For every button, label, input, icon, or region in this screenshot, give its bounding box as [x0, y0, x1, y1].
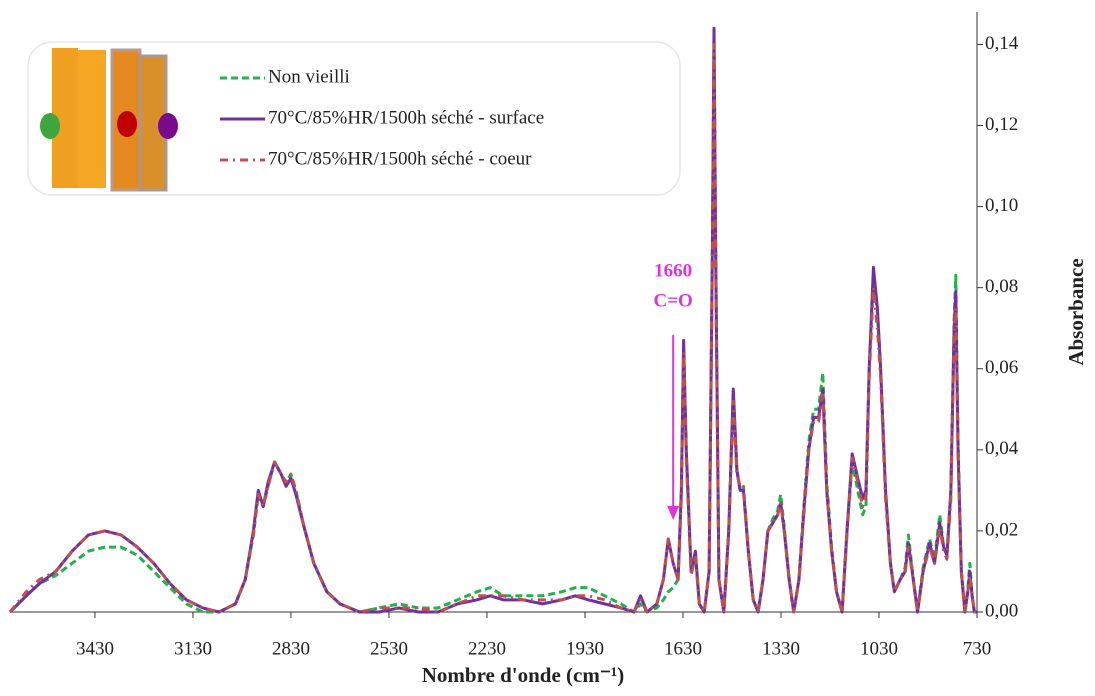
- y-tick-label: 0,12: [985, 114, 1018, 135]
- marker-dot: [117, 111, 137, 137]
- y-tick-label: 0,00: [985, 600, 1018, 621]
- y-tick-label: 0,04: [985, 438, 1019, 459]
- annotation-text: C=O: [654, 290, 693, 311]
- y-tick-label: 0,14: [985, 33, 1019, 54]
- legend-label: 70°C/85%HR/1500h séché - coeur: [268, 148, 532, 169]
- y-tick-label: 0,10: [985, 195, 1018, 216]
- y-axis-label: Absorbance: [1064, 258, 1088, 365]
- x-tick-label: 2230: [468, 638, 506, 659]
- legend-label: 70°C/85%HR/1500h séché - surface: [268, 107, 544, 128]
- y-tick-label: 0,08: [985, 276, 1018, 297]
- x-tick-label: 730: [963, 638, 992, 659]
- legend-box: [27, 41, 681, 196]
- x-tick-label: 1030: [860, 638, 898, 659]
- x-tick-label: 1330: [762, 638, 800, 659]
- x-tick-label: 1630: [664, 638, 702, 659]
- sample-image: [40, 48, 178, 192]
- x-tick-label: 2530: [370, 638, 408, 659]
- x-tick-label: 3430: [76, 638, 114, 659]
- annotation-arrowhead: [667, 506, 680, 520]
- x-tick-label: 2830: [272, 638, 310, 659]
- marker-dot: [40, 113, 60, 139]
- x-axis-label: Nombre d'onde (cm⁻¹): [422, 663, 624, 687]
- legend-label: Non vieilli: [268, 66, 350, 87]
- y-tick-label: 0,02: [985, 519, 1018, 540]
- y-tick-label: 0,06: [985, 357, 1018, 378]
- sample-strip: [78, 50, 106, 188]
- x-tick-label: 3130: [174, 638, 212, 659]
- annotation-wavenumber: 1660: [654, 260, 692, 281]
- spectrum-line: [8, 42, 977, 614]
- marker-dot: [158, 113, 178, 139]
- x-tick-label: 1930: [566, 638, 604, 659]
